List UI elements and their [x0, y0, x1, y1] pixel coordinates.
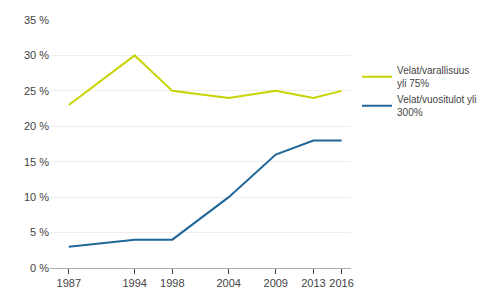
svg-text:2013: 2013 [301, 277, 325, 289]
svg-text:Velat/varallisuusyli 75%: Velat/varallisuusyli 75% [397, 65, 469, 89]
svg-text:10 %: 10 % [24, 191, 49, 203]
svg-text:2004: 2004 [216, 277, 240, 289]
svg-text:5 %: 5 % [30, 226, 49, 238]
svg-text:30 %: 30 % [24, 49, 49, 61]
svg-text:Velat/vuositulot yli300%: Velat/vuositulot yli300% [397, 94, 477, 118]
svg-text:1987: 1987 [57, 277, 81, 289]
svg-text:2016: 2016 [329, 277, 353, 289]
svg-text:0 %: 0 % [30, 262, 49, 274]
svg-text:1994: 1994 [122, 277, 146, 289]
svg-text:15 %: 15 % [24, 156, 49, 168]
svg-text:1998: 1998 [160, 277, 184, 289]
svg-text:20 %: 20 % [24, 120, 49, 132]
svg-text:25 %: 25 % [24, 85, 49, 97]
svg-text:35 %: 35 % [24, 14, 49, 26]
svg-text:2009: 2009 [264, 277, 288, 289]
